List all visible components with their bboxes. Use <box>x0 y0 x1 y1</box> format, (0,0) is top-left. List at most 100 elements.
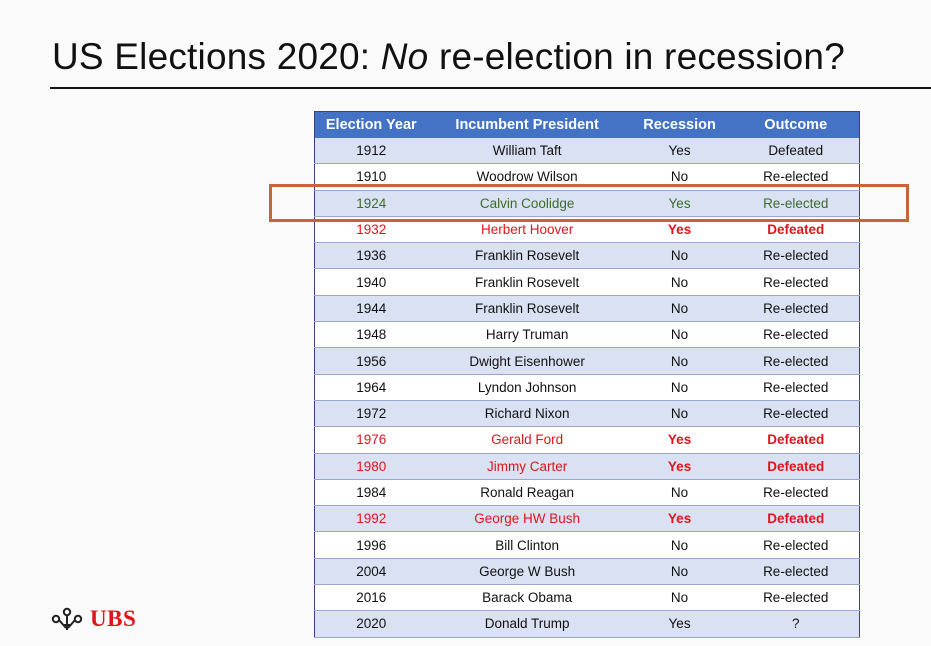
table-row: 1964 Lyndon Johnson No Re-elected <box>314 374 860 401</box>
table-row: 2016 Barack Obama No Re-elected <box>314 584 860 612</box>
table-row: 1980 Jimmy Carter Yes Defeated <box>314 453 860 480</box>
ubs-wordmark: UBS <box>90 606 137 631</box>
cell-outcome: ? <box>732 610 860 638</box>
cell-election-year: 2004 <box>314 558 428 586</box>
cell-incumbent-president: George HW Bush <box>427 505 627 533</box>
cell-election-year: 1996 <box>314 531 428 559</box>
header-incumbent-president: Incumbent President <box>427 111 627 138</box>
cell-recession: No <box>626 347 733 375</box>
table-row: 1976 Gerald Ford Yes Defeated <box>314 426 860 454</box>
cell-election-year: 1972 <box>314 400 428 428</box>
title-part-2: re-election in recession? <box>428 36 845 77</box>
cell-recession: No <box>626 268 733 296</box>
cell-recession: No <box>626 321 733 349</box>
cell-incumbent-president: Lyndon Johnson <box>427 374 627 401</box>
cell-outcome: Defeated <box>732 453 860 480</box>
cell-recession: Yes <box>626 426 733 454</box>
cell-outcome: Re-elected <box>732 295 860 323</box>
cell-incumbent-president: Jimmy Carter <box>427 453 627 480</box>
cell-outcome: Re-elected <box>732 321 860 349</box>
cell-election-year: 2016 <box>314 584 428 612</box>
cell-recession: Yes <box>626 610 733 638</box>
table-row: 2020 Donald Trump Yes? <box>314 610 860 638</box>
cell-recession: Yes <box>626 190 733 217</box>
cell-outcome: Re-elected <box>732 242 860 270</box>
cell-election-year: 1984 <box>314 479 428 507</box>
cell-outcome: Re-elected <box>732 400 860 428</box>
cell-election-year: 1980 <box>314 453 428 480</box>
cell-recession: No <box>626 374 733 401</box>
table-row: 1912 William Taft Yes Defeated <box>314 138 860 165</box>
table-row: 1984 Ronald Reagan No Re-elected <box>314 479 860 507</box>
header-outcome: Outcome <box>732 111 860 138</box>
cell-outcome: Re-elected <box>732 479 860 507</box>
cell-recession: Yes <box>626 505 733 533</box>
table-row: 1948 Harry Truman No Re-elected <box>314 321 860 349</box>
cell-outcome: Re-elected <box>732 531 860 559</box>
cell-outcome: Defeated <box>732 426 860 454</box>
cell-incumbent-president: Calvin Coolidge <box>427 190 627 217</box>
highlight-box-1924 <box>269 184 909 222</box>
cell-outcome: Re-elected <box>732 347 860 375</box>
cell-election-year: 1936 <box>314 242 428 270</box>
table-row: 1944 Franklin Rosevelt No Re-elected <box>314 295 860 323</box>
cell-outcome: Re-elected <box>732 584 860 612</box>
cell-incumbent-president: Franklin Rosevelt <box>427 268 627 296</box>
table-row: 1940 Franklin Rosevelt No Re-elected <box>314 268 860 296</box>
cell-recession: No <box>626 558 733 586</box>
cell-incumbent-president: William Taft <box>427 138 627 165</box>
table-row: 1936 Franklin Rosevelt No Re-elected <box>314 242 860 270</box>
table-row: 1996 Bill Clinton No Re-elected <box>314 531 860 559</box>
cell-outcome: Re-elected <box>732 268 860 296</box>
table-row: 1956 Dwight Eisenhower No Re-elected <box>314 347 860 375</box>
cell-election-year: 1940 <box>314 268 428 296</box>
header-recession: Recession <box>626 111 733 138</box>
table-row: 2004 George W Bush No Re-elected <box>314 558 860 586</box>
header-election-year: Election Year <box>314 111 428 138</box>
cell-outcome: Defeated <box>732 505 860 533</box>
ubs-logo: UBS <box>50 606 136 632</box>
cell-incumbent-president: Franklin Rosevelt <box>427 295 627 323</box>
cell-election-year: 1964 <box>314 374 428 401</box>
cell-incumbent-president: Donald Trump <box>427 610 627 638</box>
title-rule <box>50 87 931 89</box>
cell-incumbent-president: Gerald Ford <box>427 426 627 454</box>
elections-table: Election Year Incumbent President Recess… <box>314 111 860 638</box>
table-body: 1912 William Taft Yes Defeated 1910 Woodrow W… <box>314 138 860 638</box>
cell-election-year: 1948 <box>314 321 428 349</box>
cell-outcome: Defeated <box>732 138 860 165</box>
cell-recession: Yes <box>626 453 733 480</box>
cell-election-year: 1976 <box>314 426 428 454</box>
cell-election-year: 1956 <box>314 347 428 375</box>
cell-recession: Yes <box>626 138 733 165</box>
cell-incumbent-president: Franklin Rosevelt <box>427 242 627 270</box>
cell-incumbent-president: Harry Truman <box>427 321 627 349</box>
title-italic: No <box>380 36 429 77</box>
table-row: 1992 George HW Bush Yes Defeated <box>314 505 860 533</box>
cell-incumbent-president: Ronald Reagan <box>427 479 627 507</box>
table-row: 1972 Richard Nixon No Re-elected <box>314 400 860 428</box>
cell-recession: No <box>626 584 733 612</box>
table-row: 1924 Calvin Coolidge Yes Re-elected <box>314 190 860 217</box>
cell-incumbent-president: George W Bush <box>427 558 627 586</box>
cell-incumbent-president: Richard Nixon <box>427 400 627 428</box>
cell-incumbent-president: Bill Clinton <box>427 531 627 559</box>
cell-outcome: Re-elected <box>732 190 860 217</box>
cell-incumbent-president: Dwight Eisenhower <box>427 347 627 375</box>
cell-election-year: 1992 <box>314 505 428 533</box>
cell-outcome: Re-elected <box>732 558 860 586</box>
cell-recession: No <box>626 400 733 428</box>
cell-recession: No <box>626 242 733 270</box>
cell-outcome: Re-elected <box>732 374 860 401</box>
cell-election-year: 2020 <box>314 610 428 638</box>
cell-election-year: 1924 <box>314 190 428 217</box>
title-part-1: US Elections 2020: <box>52 36 381 77</box>
ubs-keys-icon <box>51 607 83 630</box>
slide-title: US Elections 2020: No re-election in rec… <box>52 36 845 78</box>
cell-recession: No <box>626 479 733 507</box>
cell-incumbent-president: Barack Obama <box>427 584 627 612</box>
table-header-row: Election Year Incumbent President Recess… <box>314 111 860 138</box>
cell-recession: No <box>626 295 733 323</box>
cell-election-year: 1912 <box>314 138 428 165</box>
cell-recession: No <box>626 531 733 559</box>
